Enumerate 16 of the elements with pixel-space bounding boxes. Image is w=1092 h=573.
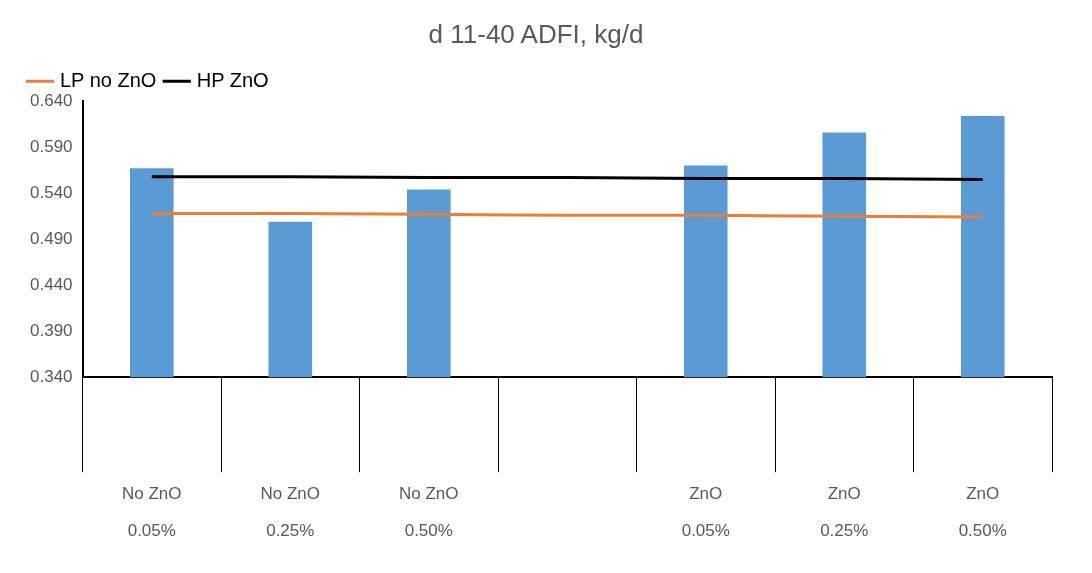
x-tick-label: ZnO 0.25%	[820, 483, 869, 540]
y-tick-label: 0.340	[29, 366, 73, 386]
legend-label: LP no ZnO	[60, 68, 157, 91]
x-tick-label: ZnO 0.50%	[958, 483, 1007, 540]
x-tick-label: ZnO 0.05%	[681, 483, 730, 540]
y-tick-label: 0.440	[29, 274, 73, 294]
y-tick-label: 0.540	[29, 182, 73, 202]
y-tick-label: 0.390	[29, 320, 73, 340]
x-tick-label: No ZnO 0.05%	[122, 483, 182, 540]
legend-label: HP ZnO	[196, 68, 269, 91]
chart-title: d 11-40 ADFI, kg/d	[428, 18, 644, 49]
x-tick-label: No ZnO 0.50%	[399, 483, 459, 540]
y-tick-label: 0.590	[29, 136, 73, 156]
y-tick-label: 0.640	[29, 90, 73, 110]
y-tick-label: 0.490	[29, 228, 73, 248]
x-tick-label: No ZnO 0.25%	[260, 483, 321, 540]
